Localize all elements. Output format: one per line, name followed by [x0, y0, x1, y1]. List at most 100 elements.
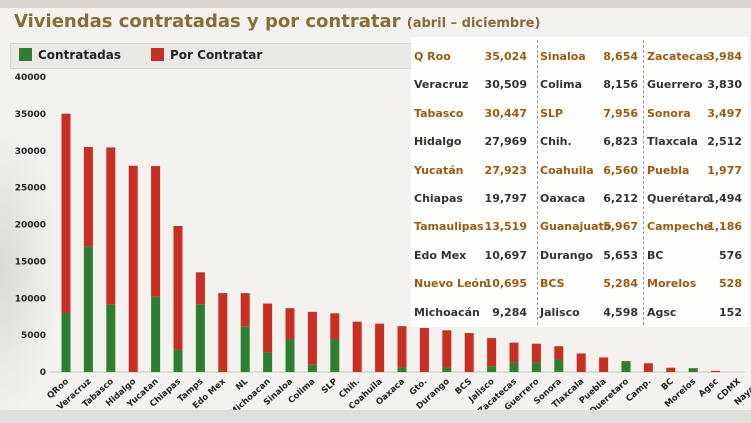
bar-por-contratar — [531, 343, 541, 363]
table-state-name: Tamaulipas — [414, 220, 484, 234]
bar-contratadas — [106, 304, 116, 372]
table-state-value: 5,284 — [603, 277, 638, 291]
bar-por-contratar — [128, 165, 138, 372]
x-tick-label: NL — [234, 376, 250, 392]
bar-por-contratar — [397, 326, 407, 368]
table-state-name: Nuevo León — [414, 277, 487, 291]
chart-title: Viviendas contratadas y por contratar (a… — [14, 11, 540, 32]
y-tick-label: 15000 — [15, 257, 46, 267]
legend-label-por-contratar: Por Contratar — [170, 48, 263, 62]
y-tick-label: 25000 — [15, 184, 46, 194]
bar-contratadas — [330, 339, 340, 372]
bar-por-contratar — [375, 323, 385, 372]
chart-title-text: Viviendas contratadas y por contratar — [14, 11, 401, 32]
table-state-value: 5,653 — [603, 248, 638, 262]
bar-por-contratar — [263, 303, 273, 353]
table-state-name: Tabasco — [414, 106, 464, 120]
bottom-strip — [0, 410, 751, 423]
table-state-value: 27,969 — [484, 135, 527, 149]
table-state-value: 6,823 — [603, 135, 638, 149]
table-state-name: Guanajuato — [540, 220, 612, 234]
bar-por-contratar — [643, 363, 653, 372]
table-state-name: Veracruz — [414, 78, 469, 92]
y-tick-label: 10000 — [15, 294, 46, 304]
y-tick-label: 30000 — [15, 147, 46, 157]
bar-contratadas — [173, 349, 183, 372]
table-state-name: Puebla — [647, 163, 690, 177]
table-state-value: 1,186 — [707, 220, 742, 234]
table-state-name: Yucatán — [414, 163, 464, 177]
bar-por-contratar — [554, 346, 564, 360]
bar-contratadas — [621, 361, 631, 372]
table-state-value: 3,830 — [707, 78, 742, 92]
table-state-name: Colima — [540, 78, 583, 92]
bar-contratadas — [688, 368, 698, 372]
bar-por-contratar — [711, 370, 721, 372]
bar-contratadas — [285, 339, 295, 372]
y-tick-label: 40000 — [15, 73, 46, 83]
bar-contratadas — [307, 364, 317, 372]
y-tick-label: 20000 — [15, 221, 46, 231]
table-state-value: 27,923 — [484, 163, 527, 177]
table-state-name: Guerrero — [647, 78, 703, 92]
bar-por-contratar — [621, 360, 631, 362]
bar-contratadas — [83, 246, 93, 372]
bar-por-contratar — [240, 293, 250, 327]
table-state-value: 5,967 — [603, 220, 638, 234]
table-state-value: 13,519 — [484, 220, 527, 234]
table-state-name: Querétaro — [647, 192, 711, 205]
table-state-value: 10,695 — [484, 277, 527, 291]
bar-contratadas — [509, 362, 519, 372]
bar-contratadas — [240, 326, 250, 372]
table-state-value: 10,697 — [484, 248, 527, 262]
y-tick-label: 35000 — [15, 110, 46, 120]
table-state-name: Sinaloa — [540, 50, 586, 63]
bar-por-contratar — [509, 342, 519, 363]
table-state-name: BCS — [540, 277, 565, 291]
bar-por-contratar — [487, 338, 497, 367]
bar-por-contratar — [352, 321, 362, 372]
table-state-value: 3,497 — [707, 106, 742, 120]
x-tick-label: Camp. — [624, 377, 653, 405]
table-state-name: Michoacán — [414, 305, 480, 319]
bar-por-contratar — [330, 313, 340, 340]
bar-por-contratar — [666, 367, 676, 372]
bar-contratadas — [195, 304, 205, 372]
bar-por-contratar — [151, 166, 161, 297]
table-state-value: 1,494 — [707, 192, 742, 205]
table-state-name: Zacatecas — [647, 50, 710, 63]
y-tick-label: 0 — [40, 368, 46, 378]
decorative-pattern — [0, 120, 60, 420]
table-state-name: Agsc — [647, 305, 677, 319]
table-separator-1 — [537, 40, 538, 325]
top-band — [0, 0, 751, 8]
bar-contratadas — [554, 359, 564, 372]
bar-por-contratar — [218, 293, 228, 372]
table-state-name: Tlaxcala — [647, 135, 698, 149]
table-state-name: Durango — [540, 248, 594, 262]
table-state-name: BC — [647, 248, 664, 262]
bar-por-contratar — [106, 147, 116, 305]
table-state-value: 152 — [719, 305, 742, 319]
legend-item-contratadas: Contratadas — [19, 48, 121, 62]
table-state-name: Campeche — [647, 220, 712, 234]
legend: Contratadas Por Contratar — [10, 43, 414, 69]
legend-swatch-contratadas — [19, 48, 32, 61]
bar-contratadas — [442, 367, 452, 372]
legend-item-por-contratar: Por Contratar — [151, 48, 262, 62]
x-tick-label: BC — [660, 377, 676, 393]
table-state-name: Sonora — [647, 106, 691, 120]
bar-por-contratar — [173, 225, 183, 350]
bar-por-contratar — [285, 308, 295, 340]
legend-label-contratadas: Contratadas — [38, 48, 122, 62]
table-state-value: 7,956 — [603, 106, 638, 120]
table-state-value: 6,212 — [603, 192, 638, 205]
legend-swatch-por-contratar — [151, 48, 164, 61]
chart-subtitle: (abril – diciembre) — [406, 16, 541, 31]
bar-por-contratar — [576, 353, 586, 372]
bar-contratadas — [487, 366, 497, 372]
y-tick-label: 5000 — [21, 331, 46, 341]
table-state-name: SLP — [540, 106, 563, 120]
